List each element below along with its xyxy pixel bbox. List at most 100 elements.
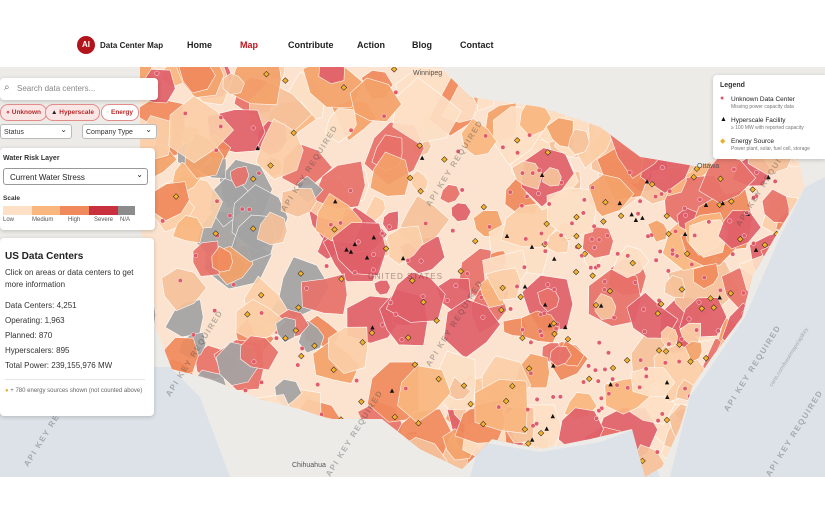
energy-marker — [623, 357, 631, 364]
unknown-marker — [643, 374, 649, 379]
energy-marker — [537, 429, 545, 437]
unknown-marker — [581, 379, 586, 385]
search-icon: ⌕ — [4, 82, 10, 93]
energy-marker — [480, 420, 487, 428]
city-label: Winnipeg — [413, 70, 442, 77]
hyperscale-marker — [544, 426, 549, 431]
city-label: Chihuahua — [292, 462, 326, 469]
unknown-marker — [256, 170, 262, 176]
unknown-marker — [751, 195, 757, 201]
unknown-marker — [596, 408, 602, 414]
energy-marker — [728, 198, 735, 205]
stat-value: 1,963 — [44, 316, 65, 325]
nav-link[interactable]: Contact — [460, 40, 494, 50]
unknown-marker — [602, 367, 608, 372]
scale-swatch — [89, 206, 118, 215]
unknown-marker — [379, 322, 385, 328]
unknown-marker — [542, 248, 548, 254]
unknown-marker — [610, 376, 616, 382]
nav-link[interactable]: Map — [240, 40, 258, 50]
nav-link[interactable]: Blog — [412, 40, 432, 50]
energy-marker — [586, 375, 593, 383]
risk-region — [364, 195, 386, 222]
energy-marker — [606, 287, 614, 295]
unknown-marker — [193, 253, 199, 259]
unknown-marker — [393, 89, 399, 95]
info-subtitle: Click on areas or data centers to get mo… — [5, 268, 134, 289]
risk-region — [567, 128, 590, 156]
hyperscale-marker — [608, 382, 613, 387]
chip-icon: ▲ — [51, 109, 58, 116]
filter-chip[interactable]: · Energy — [101, 104, 140, 121]
nav-link[interactable]: Contribute — [288, 40, 334, 50]
unknown-marker — [524, 194, 530, 199]
brand[interactable]: Data Center Map — [100, 41, 164, 50]
hyperscale-marker — [547, 322, 553, 328]
unknown-marker — [324, 263, 330, 269]
unknown-marker — [537, 328, 543, 334]
energy-marker — [297, 270, 304, 277]
scale-label: Low — [3, 217, 15, 223]
legend-label: Unknown Data Center — [731, 96, 795, 103]
stat-row: Total Power: 239,155,976 MW — [5, 361, 112, 370]
filter-chip[interactable]: ● Unknown — [0, 104, 47, 121]
ocean — [670, 177, 825, 477]
unknown-marker — [696, 299, 702, 305]
energy-marker — [502, 397, 510, 405]
unknown-marker — [614, 382, 620, 388]
energy-marker — [433, 317, 440, 324]
scale-swatch — [31, 206, 61, 215]
stat-label: Total Power: — [5, 361, 50, 370]
status-select[interactable]: Status — [0, 122, 72, 139]
filter-chip[interactable]: ▲ Hyperscale — [45, 104, 100, 121]
select-arrow: ⌄ — [136, 170, 143, 179]
unknown-marker — [602, 279, 608, 285]
energy-marker — [368, 329, 376, 337]
hyperscale-marker — [364, 255, 370, 260]
risk-region — [485, 267, 522, 301]
unknown-marker — [741, 290, 746, 296]
unknown-marker — [637, 198, 643, 204]
energy-marker — [519, 334, 526, 342]
hyperscale-marker — [371, 235, 377, 240]
unknown-marker — [654, 449, 660, 455]
energy-marker — [592, 301, 600, 309]
unknown-marker — [643, 366, 649, 372]
risk-region — [230, 165, 250, 188]
unknown-marker — [444, 298, 450, 303]
legend-label: Hyperscale Facility — [731, 117, 786, 124]
unknown-marker — [381, 113, 387, 119]
unknown-marker — [528, 370, 534, 376]
unknown-marker — [598, 395, 604, 401]
logo[interactable]: AI — [77, 36, 95, 54]
hyperscale-marker — [333, 199, 338, 204]
unknown-marker — [754, 169, 760, 175]
unknown-marker — [553, 326, 559, 331]
layer-select[interactable]: Current Water Stress ⌄ — [3, 168, 148, 185]
nav-link[interactable]: Home — [187, 40, 213, 50]
energy-marker — [282, 77, 289, 84]
unknown-marker — [543, 240, 548, 246]
risk-region — [664, 275, 686, 299]
company-select[interactable]: Company Type — [82, 122, 157, 139]
hyperscale-marker — [664, 380, 670, 385]
unknown-marker — [536, 167, 542, 173]
risk-region — [382, 210, 399, 233]
stat-value: 239,155,976 MW — [51, 361, 113, 370]
risk-region — [689, 219, 728, 258]
risk-region — [373, 280, 391, 296]
risk-region — [511, 160, 543, 190]
unknown-marker — [730, 251, 736, 257]
scale-label: Medium — [32, 217, 54, 223]
unknown-marker — [670, 247, 675, 253]
energy-marker — [330, 366, 337, 374]
nav-link[interactable]: Action — [357, 40, 385, 50]
legend-icon: ◆ — [720, 138, 726, 145]
unknown-marker — [632, 280, 638, 285]
energy-marker — [382, 245, 390, 252]
unknown-marker — [718, 287, 723, 293]
energy-marker — [698, 305, 705, 312]
scale-label: Severe — [94, 217, 114, 223]
search-box[interactable]: ⌕ Search data centers... — [0, 78, 158, 100]
stat-label: Hyperscalers: — [5, 346, 54, 355]
